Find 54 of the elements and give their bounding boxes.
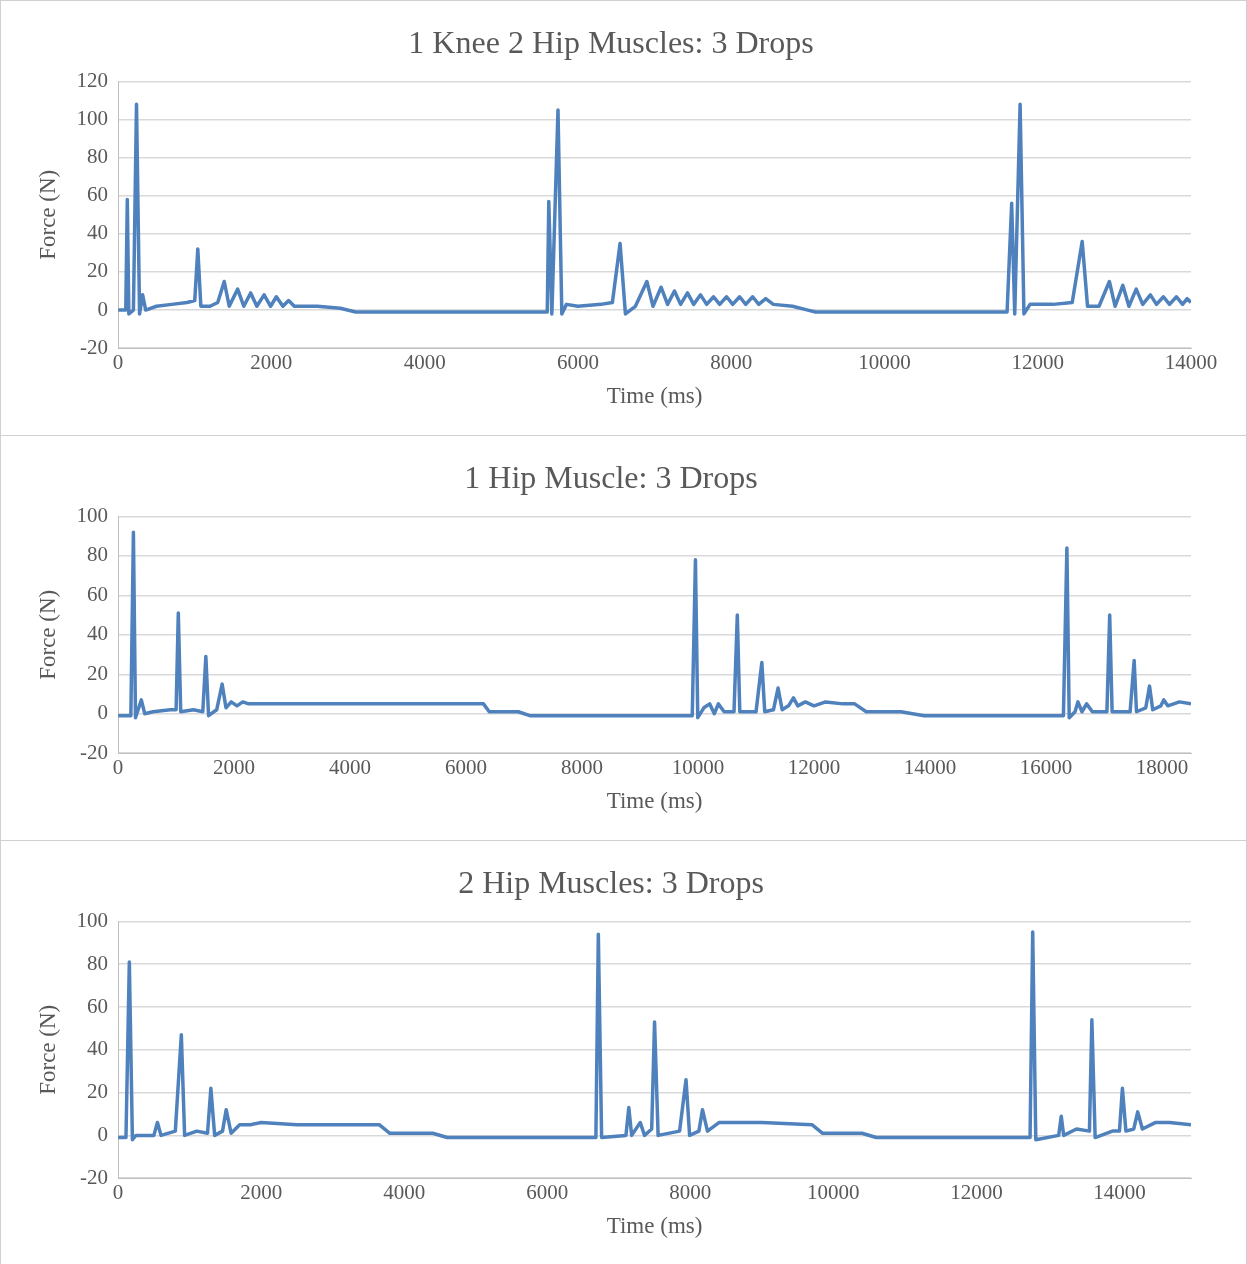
x-tick-label: 10000 — [858, 350, 911, 375]
x-axis-title: Time (ms) — [606, 1213, 703, 1239]
y-tick-label: 60 — [87, 581, 109, 606]
y-tick-label: -20 — [80, 334, 109, 359]
chart-title: 1 Knee 2 Hip Muscles: 3 Drops — [408, 23, 814, 60]
x-tick-label: 14000 — [1164, 350, 1218, 375]
x-tick-label: 14000 — [903, 755, 957, 780]
chart-title: 1 Hip Muscle: 3 Drops — [464, 458, 758, 495]
x-tick-label: 12000 — [787, 755, 841, 780]
y-tick-label: 20 — [87, 1079, 109, 1104]
x-tick-label: 6000 — [556, 350, 599, 375]
x-tick-label: 16000 — [1019, 755, 1073, 780]
x-tick-label: 12000 — [950, 1180, 1003, 1205]
x-tick-label: 4000 — [383, 1180, 426, 1205]
y-tick-label: 0 — [97, 296, 109, 321]
y-tick-label: 60 — [87, 993, 109, 1018]
y-axis-title: Force (N) — [34, 1004, 60, 1095]
y-tick-label: -20 — [80, 739, 109, 764]
x-tick-label: 6000 — [526, 1180, 569, 1205]
y-tick-label: 100 — [76, 907, 109, 932]
y-tick-label: 60 — [87, 182, 109, 207]
y-tick-label: 20 — [87, 660, 109, 685]
y-tick-label: 40 — [87, 220, 109, 245]
x-axis-title: Time (ms) — [606, 383, 703, 409]
x-tick-label: 6000 — [445, 755, 488, 780]
y-tick-label: 80 — [87, 542, 109, 567]
x-tick-label: 18000 — [1135, 755, 1189, 780]
x-tick-label: 14000 — [1093, 1180, 1146, 1205]
y-tick-label: 20 — [87, 258, 109, 283]
x-tick-label: 10000 — [807, 1180, 860, 1205]
y-axis-title: Force (N) — [34, 169, 60, 260]
chart-title: 2 Hip Muscles: 3 Drops — [458, 863, 764, 900]
y-tick-label: 80 — [87, 950, 109, 975]
x-tick-label: 2000 — [250, 350, 293, 375]
y-tick-label: 0 — [97, 700, 109, 725]
x-tick-label: 10000 — [671, 755, 725, 780]
y-axis-title: Force (N) — [34, 589, 60, 680]
x-tick-label: 4000 — [329, 755, 372, 780]
y-tick-label: 40 — [87, 621, 109, 646]
x-tick-label: 4000 — [403, 350, 446, 375]
y-tick-label: 100 — [76, 106, 109, 131]
y-tick-label: -20 — [80, 1164, 109, 1189]
x-tick-label: 12000 — [1011, 350, 1064, 375]
y-tick-label: 100 — [76, 502, 109, 527]
y-tick-label: 0 — [97, 1121, 109, 1146]
x-axis-title: Time (ms) — [606, 788, 703, 814]
y-tick-label: 120 — [76, 67, 109, 92]
x-tick-label: 2000 — [240, 1180, 283, 1205]
y-tick-label: 80 — [87, 144, 109, 169]
y-tick-label: 40 — [87, 1036, 109, 1061]
x-tick-label: 2000 — [213, 755, 256, 780]
x-tick-label: 8000 — [669, 1180, 712, 1205]
x-tick-label: 8000 — [710, 350, 753, 375]
x-tick-label: 8000 — [561, 755, 604, 780]
